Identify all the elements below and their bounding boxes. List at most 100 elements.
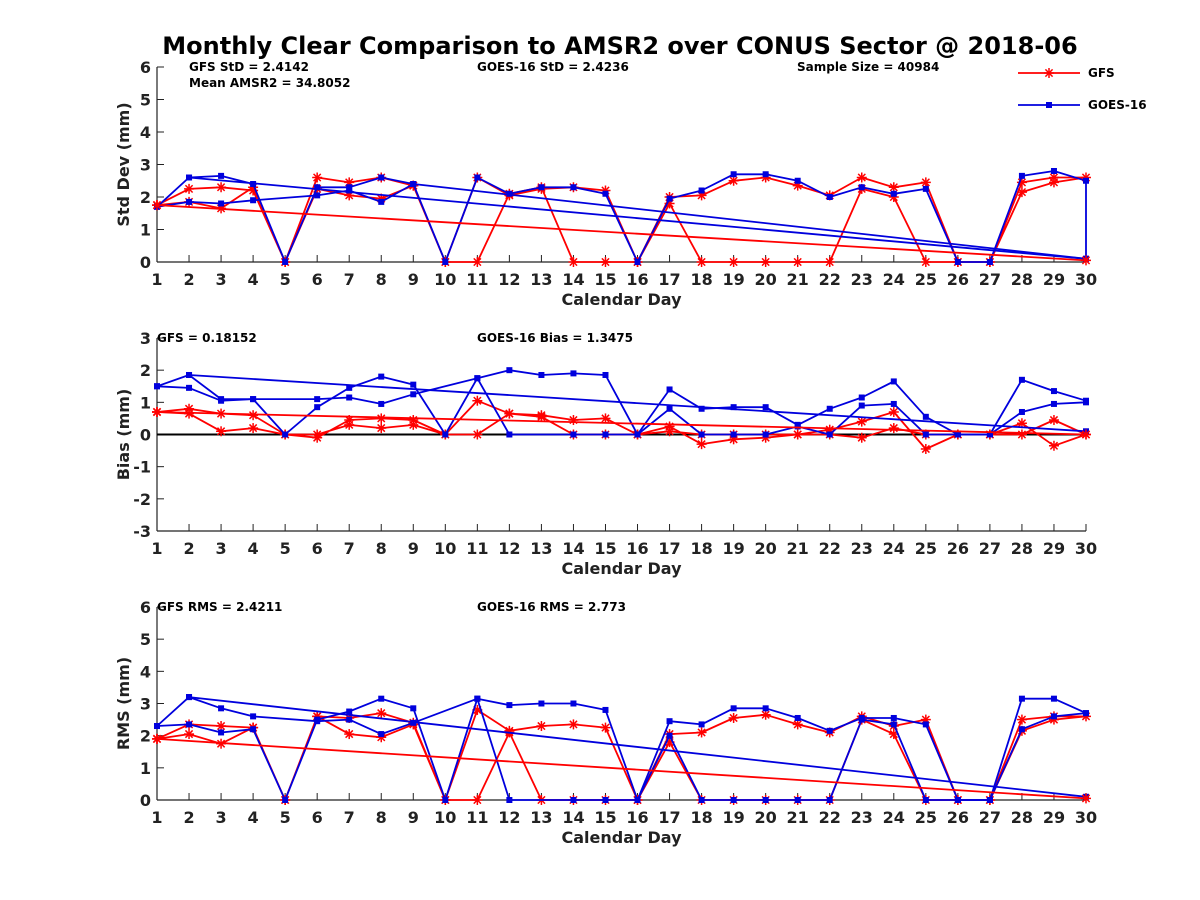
data-point — [408, 419, 419, 430]
data-point — [888, 423, 899, 434]
data-point — [1018, 376, 1025, 383]
data-point — [826, 797, 833, 803]
x-tick-label: 17 — [658, 808, 680, 827]
x-tick-label: 5 — [280, 808, 291, 827]
data-point — [154, 383, 160, 390]
stat-annotation: GOES-16 RMS = 2.773 — [477, 600, 626, 614]
data-point — [216, 182, 227, 193]
data-point — [1018, 695, 1025, 702]
x-tick-label: 4 — [248, 539, 259, 558]
data-point — [250, 396, 257, 403]
data-point — [1050, 400, 1057, 407]
data-point — [696, 439, 707, 450]
data-point — [856, 172, 867, 183]
stat-annotation: GOES-16 Bias = 1.3475 — [477, 331, 633, 345]
data-point — [1018, 726, 1025, 733]
x-tick-label: 26 — [947, 270, 969, 289]
x-tick-label: 2 — [183, 539, 194, 558]
data-point — [922, 721, 929, 728]
data-point — [826, 431, 833, 438]
data-point — [506, 190, 513, 197]
y-tick-label: 2 — [140, 727, 151, 746]
data-point — [858, 402, 865, 409]
x-tick-label: 14 — [562, 539, 584, 558]
x-tick-label: 12 — [498, 808, 520, 827]
y-tick-label: 4 — [140, 123, 151, 142]
x-tick-label: 17 — [658, 270, 680, 289]
data-point — [218, 396, 225, 403]
x-tick-label: 30 — [1075, 539, 1097, 558]
data-point — [634, 259, 641, 265]
x-tick-label: 11 — [466, 539, 488, 558]
x-tick-label: 24 — [883, 808, 905, 827]
data-point — [186, 371, 193, 378]
y-tick-label: 5 — [140, 630, 151, 649]
x-tick-label: 3 — [215, 539, 226, 558]
panel-3: 1 2 3 4 5 6 7 8 9 10 11 12 13 14 15 16 17 18 19 20 21 22 23 24 2… — [114, 598, 1097, 847]
x-tick-label: 19 — [722, 270, 744, 289]
x-tick-label: 2 — [183, 270, 194, 289]
data-point — [538, 184, 545, 191]
x-tick-label: 7 — [344, 808, 355, 827]
x-tick-label: 28 — [1011, 270, 1033, 289]
data-point — [314, 396, 321, 403]
y-tick-label: 1 — [140, 221, 151, 240]
x-tick-label: 13 — [530, 539, 552, 558]
data-point — [602, 431, 609, 438]
data-point — [1016, 429, 1027, 440]
data-point — [890, 378, 897, 385]
data-point — [922, 413, 929, 420]
data-point — [506, 367, 513, 374]
data-point — [442, 259, 449, 265]
data-point — [1050, 695, 1057, 702]
x-tick-label: 13 — [530, 808, 552, 827]
x-tick-label: 24 — [883, 270, 905, 289]
data-point — [600, 722, 611, 733]
data-point — [666, 405, 673, 412]
series-line — [156, 176, 1087, 263]
x-tick-label: 30 — [1075, 270, 1097, 289]
data-point — [410, 381, 417, 388]
data-point — [634, 431, 641, 438]
x-tick-label: 9 — [408, 808, 419, 827]
data-point — [856, 416, 867, 427]
legend-item-gfs: GFS — [1018, 66, 1115, 80]
x-tick-label: 19 — [722, 539, 744, 558]
data-point — [1016, 714, 1027, 725]
data-point — [826, 727, 833, 734]
x-tick-label: 19 — [722, 808, 744, 827]
series-goes-16-1 — [154, 168, 1089, 265]
x-tick-label: 8 — [376, 539, 387, 558]
data-point — [216, 721, 227, 732]
data-point — [858, 716, 865, 723]
data-point — [314, 718, 321, 725]
legend-label: GFS — [1088, 66, 1115, 80]
x-tick-label: 9 — [408, 270, 419, 289]
data-point — [824, 257, 835, 267]
x-tick-label: 5 — [280, 539, 291, 558]
data-point — [762, 171, 769, 178]
series-gfs-3 — [152, 200, 1091, 266]
x-tick-label: 27 — [979, 808, 1001, 827]
data-point — [472, 795, 483, 805]
data-point — [602, 706, 609, 713]
series-line — [156, 170, 1087, 263]
x-tick-label: 22 — [819, 539, 841, 558]
data-point — [890, 400, 897, 407]
y-tick-label: 0 — [140, 253, 151, 272]
data-point — [858, 184, 865, 191]
y-tick-label: 3 — [140, 156, 151, 175]
x-tick-label: 23 — [851, 270, 873, 289]
x-tick-label: 8 — [376, 808, 387, 827]
data-point — [794, 714, 801, 721]
data-point — [314, 192, 321, 199]
y-tick-label: 3 — [140, 695, 151, 714]
data-point — [986, 797, 993, 803]
series-line — [156, 204, 1087, 262]
data-point — [1018, 408, 1025, 415]
data-point — [250, 713, 257, 720]
data-point — [186, 174, 193, 181]
data-point — [794, 797, 801, 803]
data-point — [570, 184, 577, 191]
